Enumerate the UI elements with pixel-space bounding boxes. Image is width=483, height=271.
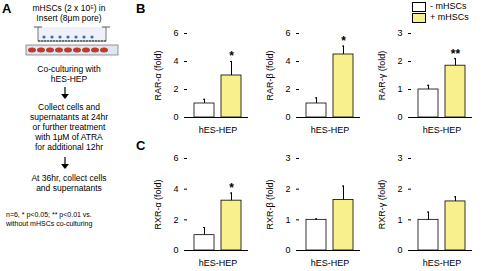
svg-text:*: * <box>341 34 346 48</box>
html-text:or further treatment: or further treatment <box>32 122 106 132</box>
html-text:A: A <box>2 1 12 16</box>
html-text:with 1μM of ATRA: with 1μM of ATRA <box>35 132 103 142</box>
svg-text:6: 6 <box>285 28 290 38</box>
svg-text:2: 2 <box>397 184 402 194</box>
svg-text:3: 3 <box>397 28 402 38</box>
svg-text:3: 3 <box>285 153 290 163</box>
svg-text:0: 0 <box>397 245 402 255</box>
svg-text:4: 4 <box>285 56 290 66</box>
svg-text:1: 1 <box>397 215 402 225</box>
svg-text:hES-HEP: hES-HEP <box>423 258 462 266</box>
svg-text:6: 6 <box>173 28 178 38</box>
html-text:C: C <box>136 138 146 153</box>
html-text:for additional 12hr: for additional 12hr <box>35 142 103 152</box>
html-text:and supernatants: and supernatants <box>36 183 102 193</box>
html-text:n=6, * p<0.05; ** p<0.01 vs.: n=6, * p<0.05; ** p<0.01 vs. <box>6 211 92 218</box>
svg-text:RAR-α (fold): RAR-α (fold) <box>153 50 163 100</box>
html-text:hES-HEP: hES-HEP <box>50 74 88 84</box>
svg-text:0: 0 <box>173 245 178 255</box>
svg-text:RXR-β (fold): RXR-β (fold) <box>265 179 275 229</box>
svg-text:RAR-γ (fold): RAR-γ (fold) <box>377 51 387 101</box>
svg-text:6: 6 <box>173 153 178 163</box>
svg-text:0: 0 <box>285 112 290 122</box>
svg-text:2: 2 <box>173 215 178 225</box>
html-text:- mHSCs: - mHSCs <box>430 1 467 11</box>
html-text:supernatants at 24hr: supernatants at 24hr <box>30 112 108 122</box>
svg-text:3: 3 <box>397 153 402 163</box>
html-text:Co-culturing with: Co-culturing with <box>37 64 101 74</box>
svg-text:*: * <box>229 181 234 195</box>
svg-text:RXR-γ (fold): RXR-γ (fold) <box>377 180 387 230</box>
svg-text:2: 2 <box>285 184 290 194</box>
svg-text:hES-HEP: hES-HEP <box>311 258 350 266</box>
html-text:B: B <box>136 1 146 16</box>
svg-text:2: 2 <box>397 56 402 66</box>
svg-text:0: 0 <box>285 245 290 255</box>
svg-text:0: 0 <box>173 112 178 122</box>
svg-text:**: ** <box>451 47 461 61</box>
svg-text:4: 4 <box>173 184 178 194</box>
html-text:+ mHSCs: + mHSCs <box>430 12 469 22</box>
svg-text:4: 4 <box>173 56 178 66</box>
html-text:Collect cells and: Collect cells and <box>38 102 100 112</box>
html-text:mHSCs (2 x 10⁵) in: mHSCs (2 x 10⁵) in <box>32 3 106 13</box>
svg-text:hES-HEP: hES-HEP <box>423 125 462 133</box>
svg-text:hES-HEP: hES-HEP <box>311 125 350 133</box>
svg-text:1: 1 <box>285 215 290 225</box>
svg-text:0: 0 <box>397 112 402 122</box>
svg-text:2: 2 <box>285 84 290 94</box>
svg-text:*: * <box>229 49 234 63</box>
html-text:Insert (8μm pore): Insert (8μm pore) <box>36 13 102 23</box>
svg-text:hES-HEP: hES-HEP <box>199 125 238 133</box>
svg-text:RXR-α (fold): RXR-α (fold) <box>153 179 163 229</box>
svg-text:RAR-β (fold): RAR-β (fold) <box>265 50 275 100</box>
svg-text:hES-HEP: hES-HEP <box>199 258 238 266</box>
html-text:without mHSCs co-culturing: without mHSCs co-culturing <box>6 219 93 227</box>
svg-text:2: 2 <box>173 84 178 94</box>
svg-text:1: 1 <box>397 84 402 94</box>
html-text:At 36hr, collect cells: At 36hr, collect cells <box>31 173 107 183</box>
